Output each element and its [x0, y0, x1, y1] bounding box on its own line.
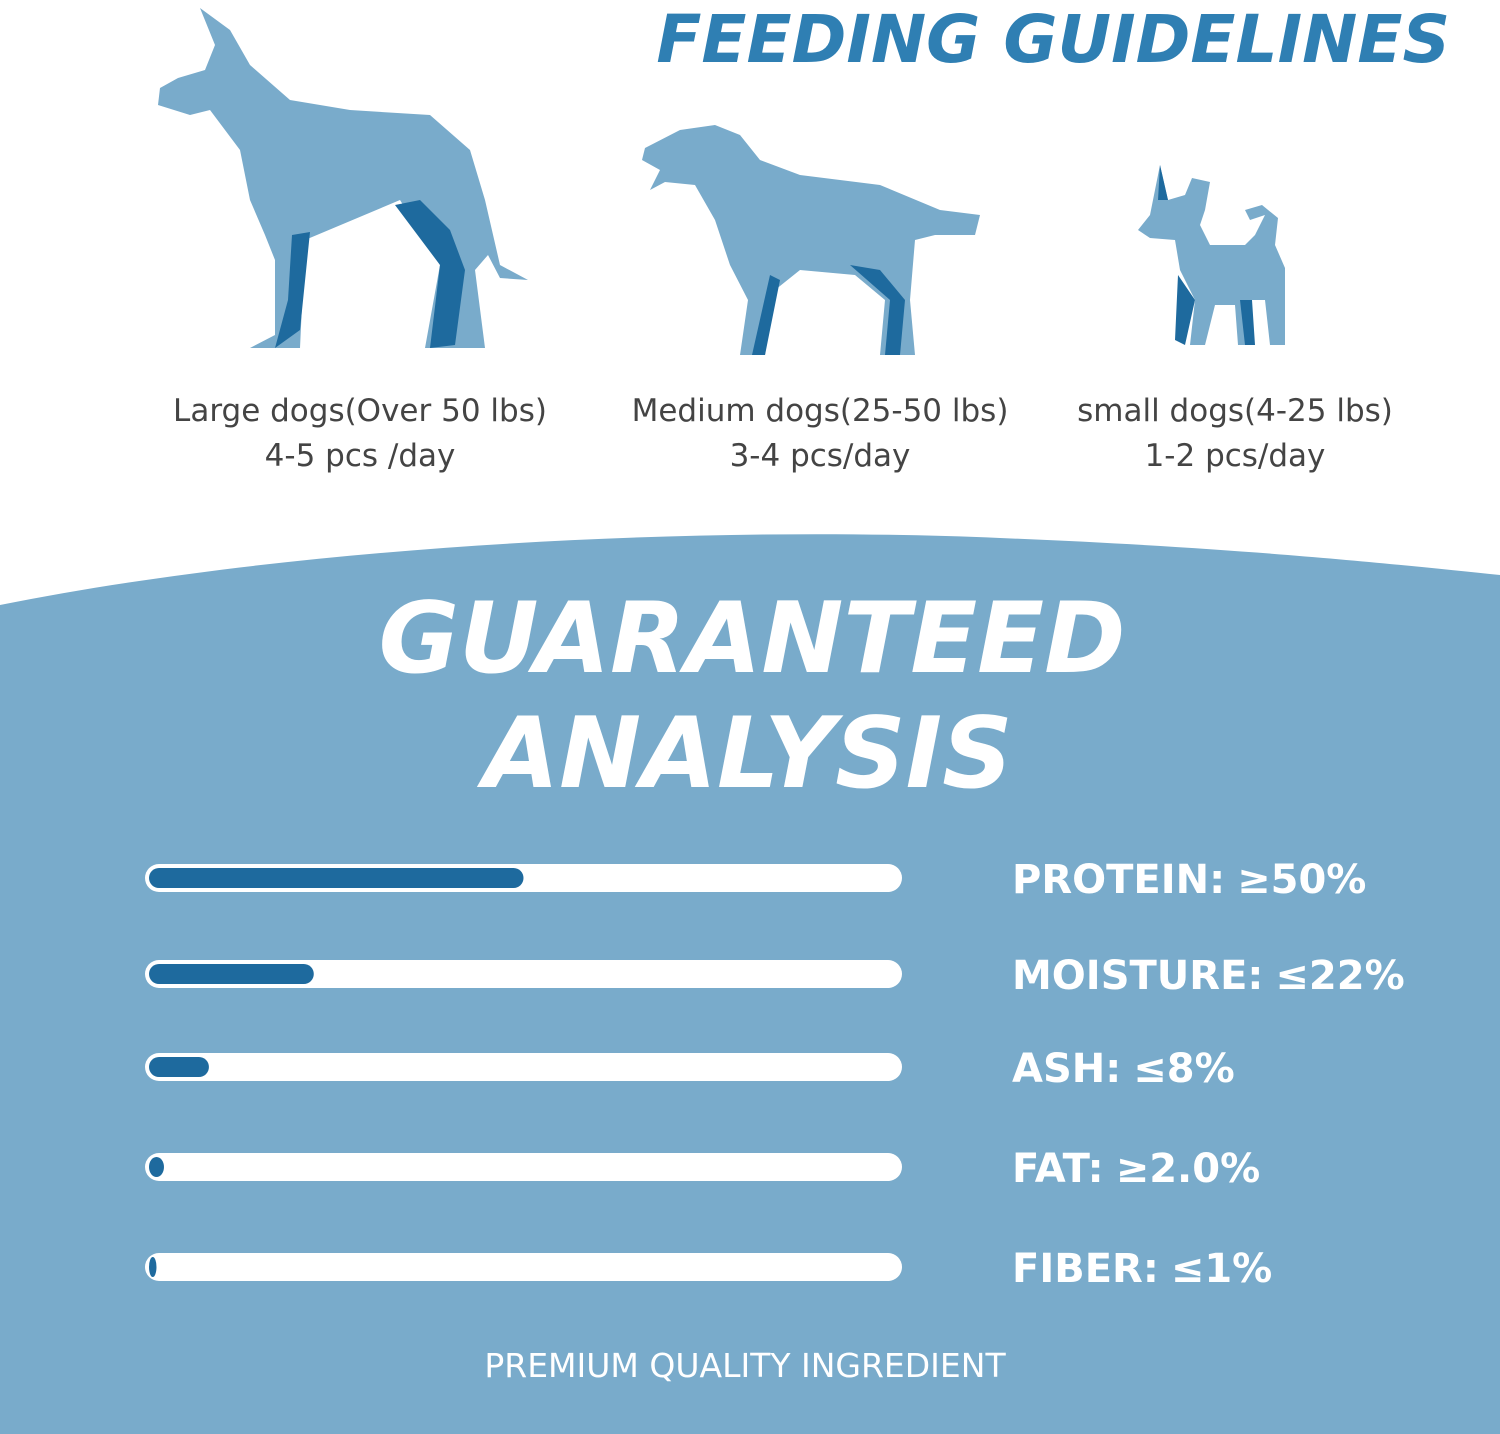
large-dog-icon — [158, 8, 528, 348]
item-name: PROTEIN: — [1012, 857, 1225, 903]
feeding-title: FEEDING GUIDELINES — [656, 1, 1450, 78]
small-dog-icon — [1138, 165, 1285, 345]
item-value: ≥2.0% — [1116, 1146, 1260, 1192]
item-label: ASH: ≤8% — [1012, 1046, 1235, 1092]
item-label: FIBER: ≤1% — [1012, 1246, 1272, 1292]
item-name: FIBER: — [1012, 1246, 1159, 1292]
item-label: FAT: ≥2.0% — [1012, 1146, 1260, 1192]
item-name: ASH: — [1012, 1046, 1121, 1092]
bar-fill — [149, 1157, 164, 1177]
bar-fill — [149, 868, 524, 888]
bar-track — [145, 1253, 902, 1281]
dog-dosage: 1-2 pcs/day — [1145, 438, 1326, 474]
bar-track — [145, 960, 902, 988]
footer-text: PREMIUM QUALITY INGREDIENT — [484, 1346, 1006, 1385]
item-value: ≤8% — [1133, 1046, 1234, 1092]
dog-dosage: 4-5 pcs /day — [265, 438, 456, 474]
dog-label: small dogs(4-25 lbs) — [1077, 393, 1393, 429]
dog-dosage: 3-4 pcs/day — [730, 438, 911, 474]
item-value: ≥50% — [1237, 857, 1366, 903]
bar-track — [145, 1053, 902, 1081]
item-label: MOISTURE: ≤22% — [1012, 953, 1405, 999]
item-name: MOISTURE: — [1012, 953, 1263, 999]
bar-track — [145, 1153, 902, 1181]
medium-dog-icon — [642, 125, 980, 355]
analysis-title-line: GUARANTEED — [379, 582, 1126, 696]
bar-fill — [149, 1257, 157, 1277]
bar-fill — [149, 964, 314, 984]
item-label: PROTEIN: ≥50% — [1012, 857, 1366, 903]
item-name: FAT: — [1012, 1146, 1104, 1192]
dog-label: Large dogs(Over 50 lbs) — [173, 393, 547, 429]
analysis-title-line: ANALYSIS — [476, 697, 1012, 811]
item-value: ≤22% — [1275, 953, 1404, 999]
bar-fill — [149, 1057, 209, 1077]
item-value: ≤1% — [1171, 1246, 1272, 1292]
dog-label: Medium dogs(25-50 lbs) — [632, 393, 1009, 429]
